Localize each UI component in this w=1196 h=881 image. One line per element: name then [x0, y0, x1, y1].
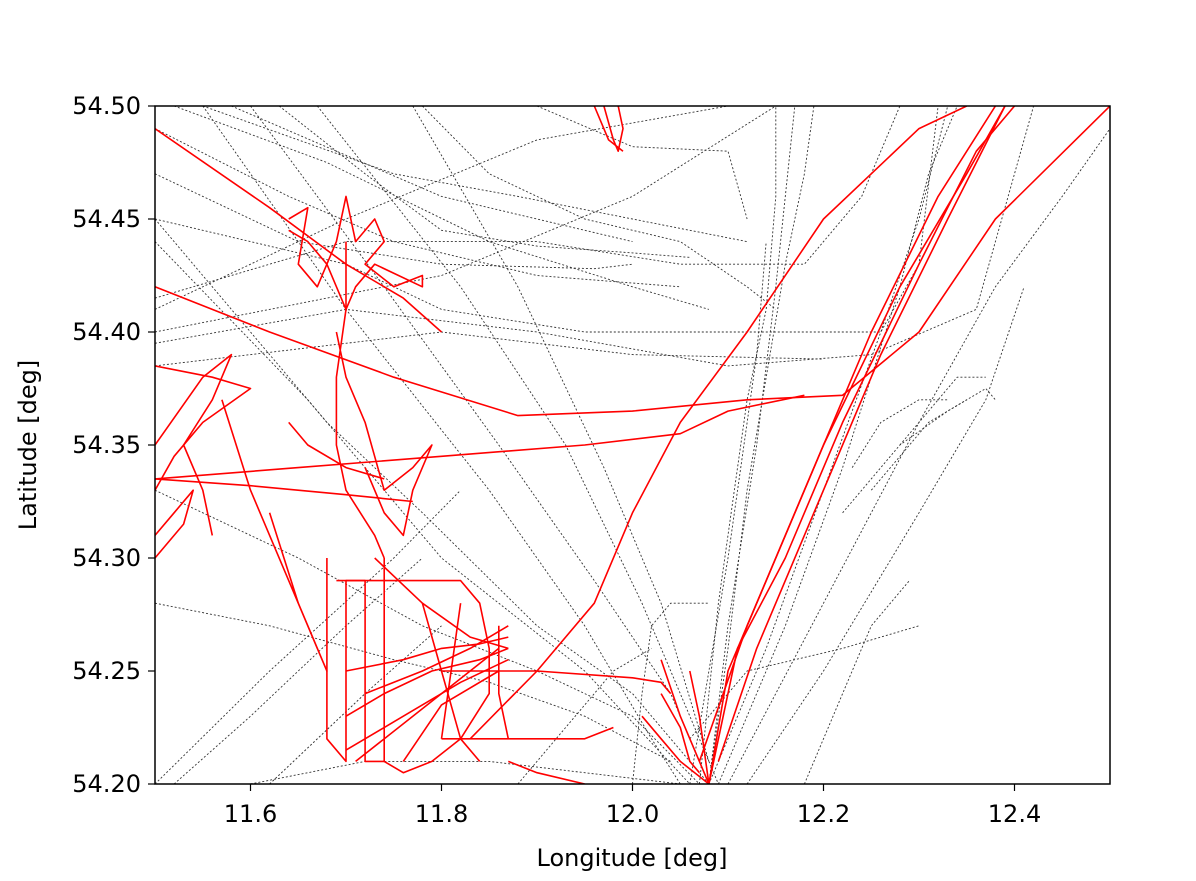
x-tick-label: 11.6: [224, 800, 277, 828]
highlight-track-11: [288, 421, 385, 480]
highlight-track-10: [221, 399, 328, 672]
highlight-track-19: [402, 670, 500, 762]
background-track-21: [155, 602, 671, 762]
background-track-35: [870, 399, 967, 491]
highlight-track-29: [641, 715, 710, 784]
background-track-26: [708, 106, 796, 784]
background-track-40: [803, 580, 910, 784]
background-track-32: [746, 286, 1025, 784]
background-track-39: [517, 648, 652, 784]
x-tick-label: 12.0: [606, 800, 659, 828]
highlight-track-9: [155, 478, 413, 503]
background-track-37: [632, 602, 709, 784]
y-tick-label: 54.25: [72, 657, 141, 685]
background-track-12: [155, 173, 633, 270]
y-tick-label: 54.50: [72, 92, 141, 120]
background-track-22: [155, 489, 461, 784]
x-axis-label: Longitude [deg]: [537, 844, 728, 872]
background-track-36: [899, 376, 986, 446]
plot-area: [154, 105, 1111, 785]
background-track-18: [316, 106, 719, 784]
background-track-14: [155, 218, 710, 784]
x-tick-label: 11.8: [415, 800, 468, 828]
background-track-13: [155, 128, 681, 288]
background-track-7: [202, 106, 748, 243]
x-tick-label: 12.4: [988, 800, 1041, 828]
highlight-track-24: [441, 670, 672, 695]
highlight-track-14: [345, 636, 509, 672]
highlight-track-34: [698, 106, 997, 762]
background-track-25: [708, 106, 815, 784]
highlight-track-28: [660, 693, 701, 774]
background-track-0: [155, 106, 729, 310]
highlight-track-2: [335, 241, 385, 559]
background-track-41: [851, 399, 948, 468]
highlight-track-35: [717, 106, 1006, 762]
background-track-38: [250, 760, 681, 784]
background-track-5: [155, 106, 939, 333]
background-track-4: [155, 106, 901, 299]
background-track-34: [842, 388, 996, 514]
background-track-15: [155, 241, 691, 784]
highlight-track-30: [660, 659, 710, 784]
y-tick-label: 54.35: [72, 431, 141, 459]
background-track-27: [698, 106, 777, 784]
y-axis: 54.20 54.25 54.30 54.35 54.40 54.45 54.50: [72, 92, 155, 798]
highlight-track-25: [441, 726, 614, 740]
highlighted-tracks: [155, 106, 1110, 784]
highlight-track-21: [421, 602, 481, 762]
y-tick-label: 54.20: [72, 770, 141, 798]
background-track-19: [412, 106, 710, 762]
x-tick-label: 12.2: [797, 800, 850, 828]
highlight-track-8: [155, 489, 194, 559]
highlight-track-37: [593, 106, 624, 152]
highlight-track-23: [498, 625, 510, 739]
highlight-track-20: [374, 557, 509, 650]
background-track-10: [422, 106, 777, 310]
y-tick-label: 54.40: [72, 318, 141, 346]
highlight-track-5: [155, 394, 805, 480]
y-axis-label: Latitude [deg]: [14, 360, 42, 530]
highlight-track-31: [689, 670, 710, 784]
highlight-track-4: [155, 106, 1110, 417]
background-track-6: [173, 106, 710, 310]
y-tick-label: 54.45: [72, 205, 141, 233]
highlight-track-7: [155, 365, 252, 491]
highlight-track-36: [603, 106, 624, 152]
highlight-track-3: [335, 331, 433, 537]
highlight-track-17: [364, 625, 509, 695]
background-track-16: [202, 106, 681, 784]
y-tick-label: 54.30: [72, 544, 141, 572]
highlight-track-27: [469, 106, 968, 740]
highlight-track-18: [355, 647, 500, 763]
highlight-track-26: [508, 760, 585, 784]
highlight-track-33: [708, 106, 1016, 784]
highlight-track-6: [155, 353, 233, 536]
x-axis: 11.6 11.8 12.0 12.2 12.4: [224, 784, 1041, 828]
